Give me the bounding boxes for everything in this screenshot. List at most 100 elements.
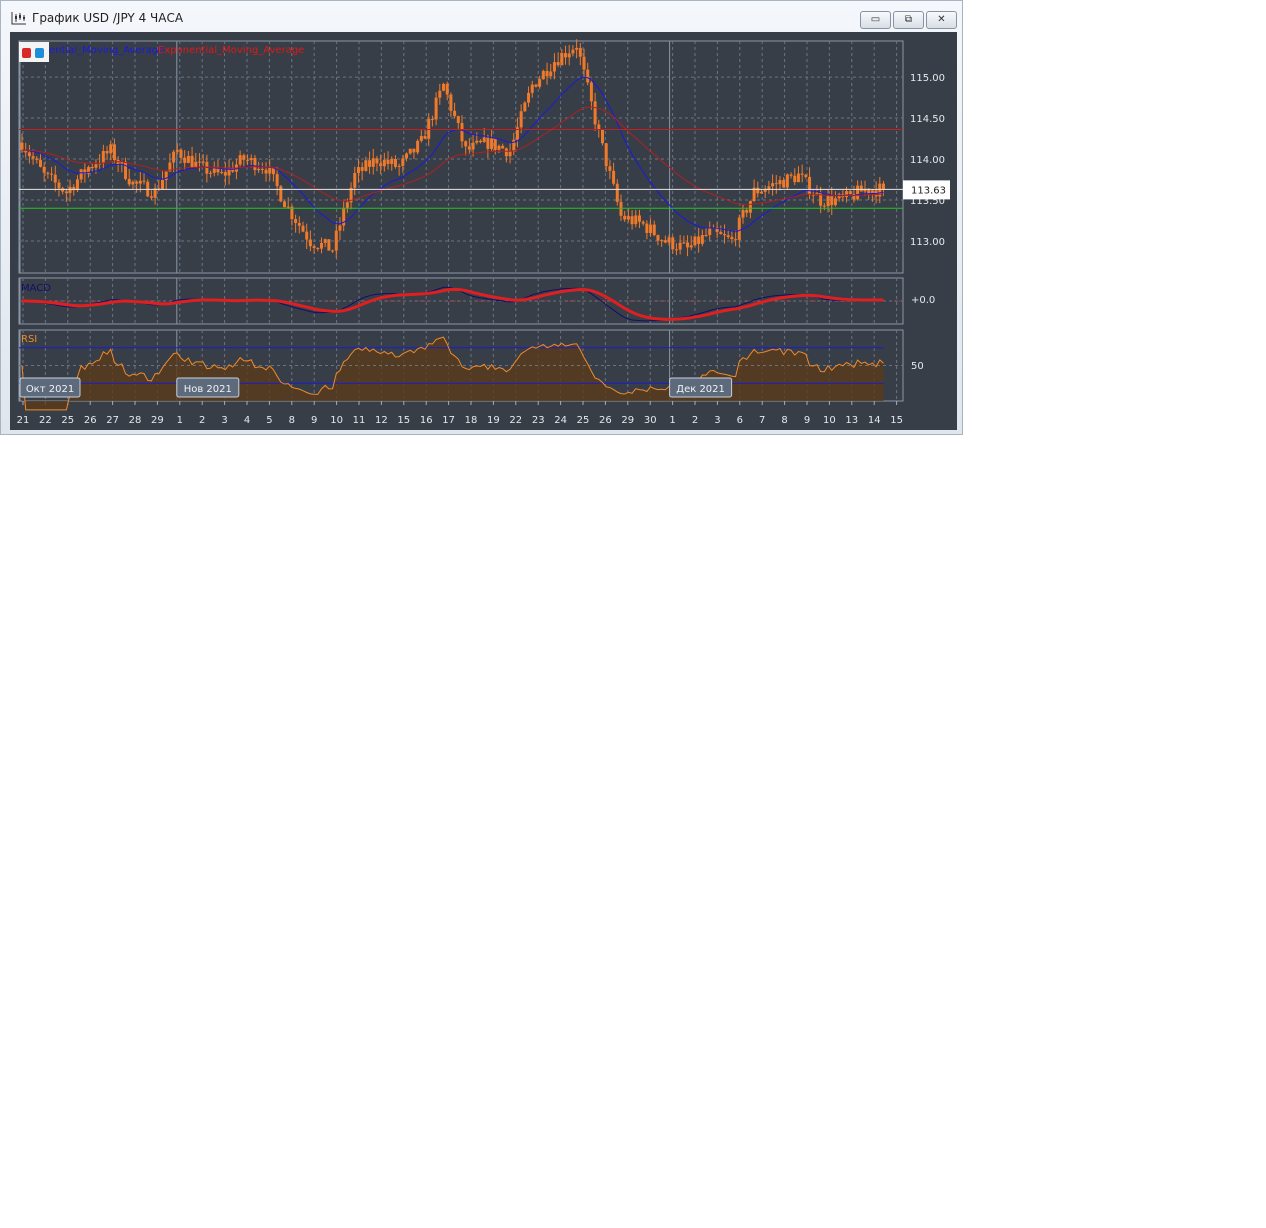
x-tick-label: 18	[465, 415, 478, 426]
candle-body	[674, 249, 678, 251]
candle-body	[867, 188, 871, 194]
candle-body	[408, 148, 412, 154]
candle-body	[723, 234, 727, 236]
candle-body	[822, 205, 826, 207]
candle-body	[338, 225, 342, 231]
candle-body	[419, 136, 423, 141]
chart-app-icon	[11, 12, 26, 25]
legend-ema-fast: ential_Moving_Average	[49, 45, 164, 56]
x-tick-label: 5	[266, 415, 272, 426]
restore-button[interactable]: ⧉	[893, 11, 924, 29]
candle-body	[460, 123, 464, 142]
candle-body	[719, 232, 723, 235]
candle-body	[530, 84, 534, 93]
candle-body	[149, 196, 153, 198]
candle-body	[175, 149, 179, 152]
x-tick-label: 27	[106, 415, 119, 426]
candle-body	[109, 144, 113, 154]
candle-body	[538, 79, 542, 87]
candle-body	[212, 167, 216, 173]
candle-body	[486, 137, 490, 149]
candle-body	[541, 70, 545, 80]
candle-body	[693, 236, 697, 246]
candle-body	[567, 53, 571, 58]
candle-body	[464, 141, 468, 147]
legend-red-icon	[22, 48, 31, 58]
candle-body	[686, 242, 690, 248]
candle-body	[283, 201, 287, 208]
candle-body	[427, 118, 431, 139]
candle-body	[79, 169, 83, 180]
x-tick-label: 26	[84, 415, 97, 426]
candle-body	[804, 174, 808, 177]
candle-body	[490, 138, 494, 149]
macd-label: MACD	[21, 283, 51, 294]
candle-body	[186, 155, 190, 163]
candle-body	[641, 221, 645, 224]
candle-body	[634, 215, 638, 225]
candle-body	[183, 157, 187, 163]
candle-body	[545, 70, 549, 77]
candle-body	[745, 209, 749, 213]
ema-slow-line	[21, 106, 884, 206]
candle-body	[649, 224, 653, 233]
candle-body	[604, 143, 608, 167]
month-badge	[669, 377, 733, 398]
candle-body	[571, 49, 575, 54]
x-tick-label: 8	[289, 415, 295, 426]
candle-body	[759, 191, 763, 194]
candle-body	[856, 185, 860, 200]
candle-body	[752, 187, 756, 202]
last-price-badge	[903, 180, 950, 200]
candle-body	[42, 166, 46, 173]
candle-body	[560, 53, 564, 66]
x-tick-label: 24	[554, 415, 567, 426]
x-tick-label: 23	[532, 415, 545, 426]
candle-body	[878, 183, 882, 197]
rsi-line	[21, 336, 884, 411]
candle-body	[53, 174, 57, 183]
restore-icon: ⧉	[904, 14, 913, 25]
candle-body	[549, 71, 553, 77]
close-button[interactable]: ✕	[926, 11, 957, 29]
candle-body	[508, 151, 512, 157]
x-tick-label: 9	[311, 415, 317, 426]
candle-body	[870, 190, 874, 194]
candle-body	[774, 183, 778, 185]
candle-body	[153, 188, 157, 198]
chart-svg[interactable]: 21 22 25 26 27 28 29 1 2 3 4 5 8 9 10 11 12 15 16 17 18 19 22 2…	[10, 32, 957, 430]
candle-body	[852, 194, 856, 200]
candle-body	[216, 167, 220, 173]
candle-body	[833, 198, 837, 206]
candle-body	[393, 159, 397, 167]
candle-body	[589, 82, 593, 102]
x-tick-label: 1	[669, 415, 675, 426]
candle-body	[316, 247, 320, 249]
candle-body	[386, 159, 390, 164]
chart-area[interactable]: 21 22 25 26 27 28 29 1 2 3 4 5 8 9 10 11 12 15 16 17 18 19 22 2…	[10, 32, 957, 430]
month-badge	[19, 377, 81, 398]
candle-body	[375, 158, 379, 164]
month-label: Окт 2021	[26, 384, 74, 395]
candle-body	[87, 167, 91, 174]
candle-body	[164, 171, 168, 181]
candle-body	[552, 62, 556, 72]
macd-tick-label: +0.0	[911, 295, 935, 306]
candle-body	[61, 188, 65, 192]
candle-body	[467, 146, 471, 150]
candle-body	[763, 189, 767, 192]
candle-body	[615, 183, 619, 202]
x-tick-label: 2	[692, 415, 698, 426]
candle-body	[323, 239, 327, 243]
candle-body	[778, 180, 782, 185]
candle-body	[201, 161, 205, 163]
minimize-button[interactable]: ▭	[860, 11, 891, 29]
x-tick-label: 4	[244, 415, 250, 426]
y-tick-label: 113.00	[910, 237, 945, 248]
candle-body	[808, 176, 812, 195]
candle-body	[46, 172, 50, 174]
candle-body	[678, 242, 682, 250]
candle-body	[368, 160, 372, 167]
minimize-icon: ▭	[870, 14, 881, 25]
candle-body	[120, 161, 124, 165]
